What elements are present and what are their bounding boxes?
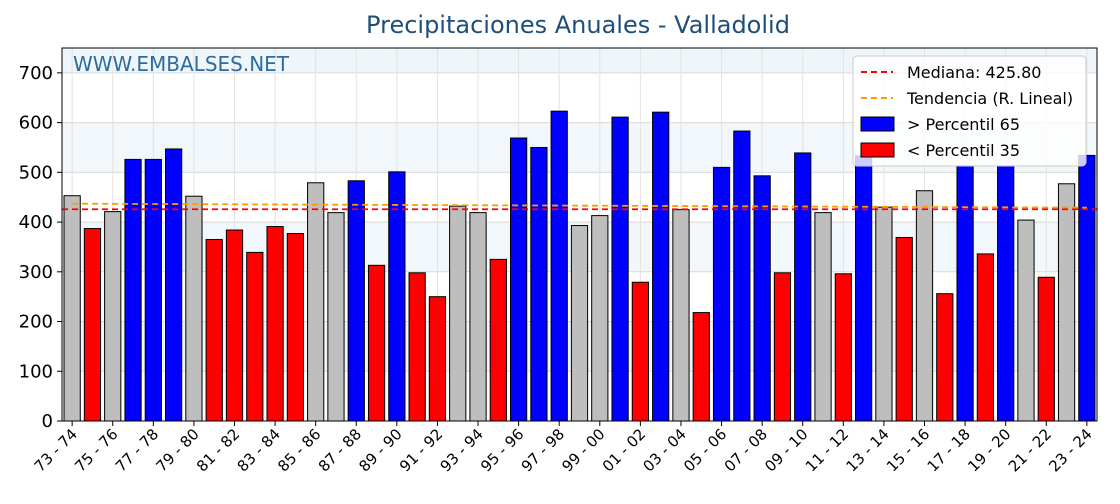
y-tick-label: 400: [19, 212, 53, 233]
bar-low: [631, 281, 650, 422]
legend-box: [852, 55, 1087, 167]
x-tick-label: 89 - 90: [355, 425, 405, 475]
bar-low: [834, 273, 852, 422]
bar-low: [773, 272, 792, 422]
bar-normal: [469, 212, 487, 422]
bar-low: [205, 238, 223, 422]
bar-low: [936, 293, 954, 422]
bar-high: [144, 158, 162, 422]
legend-label: Tendencia (R. Lineal): [906, 89, 1073, 108]
bar-high: [347, 180, 365, 422]
bar-normal: [591, 215, 609, 422]
y-tick-label: 700: [19, 63, 53, 84]
bar-low: [408, 272, 426, 422]
bar-high: [753, 175, 771, 422]
reference-lines: [62, 202, 1097, 211]
x-tick-label: 85 - 86: [274, 425, 324, 475]
x-tick-label: 23 - 24: [1045, 425, 1095, 475]
bar-normal: [875, 206, 893, 422]
x-tick-label: 95 - 96: [477, 425, 527, 475]
x-tick-label: 17 - 18: [924, 425, 974, 475]
x-tick-label: 77 - 78: [112, 425, 162, 475]
bar-high: [165, 148, 183, 422]
bar-low: [367, 264, 386, 422]
bar-low: [489, 258, 507, 422]
bar-high: [794, 152, 812, 422]
bar-normal: [63, 195, 81, 422]
chart-title: Precipitaciones Anuales - Valladolid: [366, 11, 790, 39]
x-tick-label: 99 - 00: [558, 425, 608, 475]
bar-low: [692, 312, 710, 422]
x-tick-label: 07 - 08: [721, 425, 771, 475]
legend-patch-swatch: [860, 142, 895, 158]
bar-low: [266, 226, 284, 422]
bar-normal: [814, 212, 832, 422]
bar-low: [286, 233, 305, 422]
bar-normal: [185, 195, 203, 422]
bar-normal: [104, 211, 122, 422]
trend-line: [72, 202, 1087, 209]
x-tick-label: 13 - 14: [842, 425, 892, 475]
bar-high: [956, 165, 974, 422]
y-tick-label: 500: [19, 162, 53, 183]
bar-high: [510, 137, 528, 422]
legend: Mediana: 425.80 Tendencia (R. Lineal) > P…: [852, 55, 1087, 167]
bar-low: [1037, 276, 1055, 422]
x-tick-label: 91 - 92: [396, 425, 446, 475]
bar-normal: [1057, 183, 1076, 422]
bar-normal: [915, 190, 934, 422]
x-tick-label: 73 - 74: [31, 425, 81, 475]
y-tick-label: 300: [19, 262, 53, 283]
bar-low: [83, 228, 102, 422]
bar-high: [1078, 154, 1096, 422]
bar-low: [246, 251, 264, 422]
y-tick-label: 0: [42, 411, 53, 432]
x-tick-label: 05 - 06: [680, 425, 730, 475]
bar-normal: [672, 209, 690, 422]
bar-high: [652, 111, 670, 422]
bar-low: [895, 236, 913, 422]
bar-high: [530, 146, 548, 422]
x-tick-label: 09 - 10: [761, 425, 811, 475]
bar-normal: [327, 212, 345, 422]
bar-high: [611, 116, 629, 422]
x-tick-label: 15 - 16: [883, 425, 933, 475]
bar-high: [855, 155, 873, 422]
legend-patch-swatch: [860, 116, 895, 132]
x-tick-label: 75 - 76: [71, 425, 121, 475]
bar-normal: [570, 225, 589, 422]
bar-high: [124, 158, 142, 422]
x-tick-label: 97 - 98: [518, 425, 568, 475]
bar-low: [225, 229, 244, 422]
plot-frame: [61, 47, 1098, 422]
y-tick-label: 600: [19, 113, 53, 134]
y-tick-label: 200: [19, 312, 53, 333]
x-tick-label: 03 - 04: [640, 425, 690, 475]
x-tick-label: 81 - 82: [193, 425, 243, 475]
x-tick-label: 87 - 88: [315, 425, 365, 475]
legend-label: Mediana: 425.80: [907, 63, 1041, 82]
bar-normal: [307, 182, 325, 422]
bar-normal: [449, 205, 467, 422]
bar-low: [428, 296, 447, 422]
x-tick-label: 01 - 02: [599, 425, 649, 475]
x-tick-label: 21 - 22: [1005, 425, 1055, 475]
legend-label: > Percentil 65: [907, 115, 1020, 134]
bar-high: [733, 130, 751, 422]
x-tick-label: 93 - 94: [437, 425, 487, 475]
x-tick-label: 19 - 20: [964, 425, 1014, 475]
bar-high: [997, 165, 1015, 422]
y-tick-label: 100: [19, 361, 53, 382]
bar-normal: [1017, 219, 1035, 422]
legend-label: < Percentil 35: [907, 141, 1020, 160]
bar-low: [976, 253, 995, 422]
x-tick-label: 79 - 80: [152, 425, 202, 475]
x-tick-label: 83 - 84: [234, 425, 284, 475]
bar-high: [550, 110, 568, 422]
watermark-text: WWW.EMBALSES.NET: [73, 52, 290, 76]
x-tick-label: 11 - 12: [802, 425, 852, 475]
